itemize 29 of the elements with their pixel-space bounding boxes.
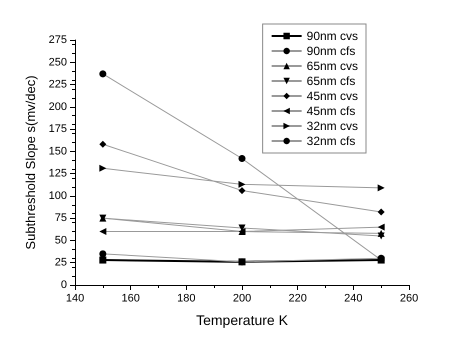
x-tick-label: 160	[121, 292, 140, 304]
legend-label: 32nm cfs	[306, 134, 356, 148]
legend-label: 90nm cvs	[306, 29, 358, 43]
y-tick-label: 75	[54, 212, 67, 224]
y-axis-title: Subthreshold Slope s(mv/dec)	[23, 75, 38, 250]
x-axis-title: Temperature K	[196, 312, 289, 328]
y-tick-label: 50	[54, 234, 67, 246]
x-tick-label: 140	[66, 292, 84, 304]
x-tick-label: 180	[177, 292, 196, 304]
y-tick-label: 0	[60, 279, 67, 291]
y-tick-label: 175	[48, 123, 67, 136]
legend-label: 65nm cvs	[306, 59, 358, 73]
y-tick-label: 225	[48, 78, 67, 91]
y-tick-label: 125	[48, 168, 67, 180]
y-tick-label: 250	[48, 56, 67, 68]
legend-label: 65nm cfs	[306, 74, 356, 88]
y-tick-label: 200	[48, 100, 67, 113]
y-tick-label: 150	[48, 145, 67, 158]
legend-label: 90nm cfs	[306, 44, 356, 58]
x-tick-label: 220	[288, 292, 307, 304]
legend-label: 45nm cvs	[306, 89, 358, 103]
x-tick-label: 240	[344, 292, 363, 304]
x-tick-label: 260	[400, 292, 418, 304]
y-tick-label: 25	[54, 256, 67, 269]
x-tick-label: 200	[232, 292, 252, 304]
legend-label: 45nm cfs	[306, 104, 356, 118]
legend-label: 32nm cvs	[306, 119, 358, 133]
y-tick-label: 100	[48, 190, 67, 202]
y-tick-label: 275	[48, 34, 67, 46]
